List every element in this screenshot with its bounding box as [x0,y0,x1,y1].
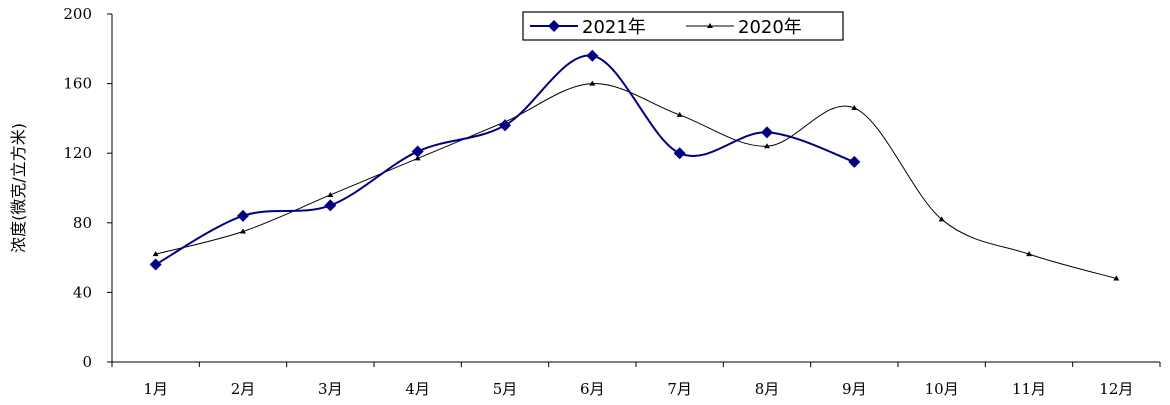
series-2021-point [761,126,773,139]
x-axis-ticks: 1月 2月 3月 4月 5月 6月 7月 8月 9月 10月 11月 12月 [111,362,1161,398]
x-tick-label: 4月 [405,380,430,398]
series-2021-point [237,209,249,222]
series-2021 [149,49,861,271]
x-tick-label: 3月 [318,380,343,398]
series-2020-point [589,80,596,86]
series-2020-point [1026,251,1032,257]
series-2020-point [851,104,858,110]
series-2021-point [586,49,599,62]
series-2020 [152,80,1120,281]
x-tick-label: 7月 [667,380,692,398]
y-axis-ticks: 0 40 80 120 160 200 [63,5,112,371]
y-tick-label: 200 [63,5,92,23]
legend-2021-diamond-icon [548,20,560,32]
y-tick-label: 80 [73,214,92,232]
axes [111,14,1160,363]
legend-2020-label: 2020年 [738,17,802,38]
series-2020-point [676,111,683,117]
series-2020-point [327,191,334,197]
series-2020-point [764,143,770,149]
x-tick-label: 5月 [493,380,518,398]
series-layer [149,49,1120,281]
x-tick-label: 8月 [755,380,780,398]
legend-2021-label: 2021年 [582,17,646,38]
y-tick-label: 160 [63,75,92,93]
series-2020-point [1113,275,1120,281]
x-tick-label: 10月 [925,380,959,398]
series-2020-point [240,228,246,234]
x-tick-label: 9月 [842,380,867,398]
y-tick-label: 0 [82,353,92,371]
x-tick-label: 11月 [1012,380,1046,398]
x-tick-label: 1月 [143,380,168,398]
series-2021-line [155,54,855,266]
series-2021-point [411,145,424,158]
y-tick-label: 120 [63,144,92,162]
legend: 2021年 2020年 [522,11,844,41]
series-2020-point [938,216,945,222]
series-2021-point [673,147,686,160]
series-2021-point [848,155,861,168]
x-tick-label: 12月 [1099,380,1133,398]
series-2021-point [499,119,511,132]
y-axis-label: 浓度(微克/立方米) [9,123,28,253]
x-tick-label: 2月 [231,380,256,398]
y-tick-label: 40 [73,283,92,301]
series-2021-point [149,258,162,271]
series-2020-line [155,83,1117,279]
series-2020-point [152,251,159,257]
legend-2020-triangle-icon [707,23,713,28]
series-2021-point [324,199,337,212]
y-axis-label-group: 浓度(微克/立方米) [9,123,28,253]
x-tick-label: 6月 [580,380,605,398]
series-2020-point [414,155,421,161]
